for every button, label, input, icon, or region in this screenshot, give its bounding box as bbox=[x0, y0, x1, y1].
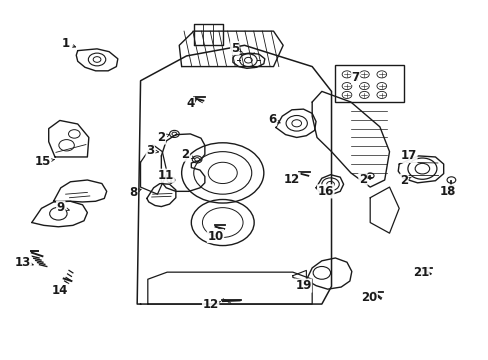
Text: 2: 2 bbox=[399, 174, 410, 187]
Text: 20: 20 bbox=[360, 291, 377, 304]
Text: 2: 2 bbox=[157, 131, 169, 144]
Text: 19: 19 bbox=[295, 279, 311, 292]
Text: 5: 5 bbox=[230, 42, 242, 55]
Text: 7: 7 bbox=[351, 71, 359, 85]
Text: 6: 6 bbox=[268, 113, 280, 126]
Text: 4: 4 bbox=[186, 97, 196, 110]
Text: 9: 9 bbox=[57, 201, 69, 214]
Text: 16: 16 bbox=[317, 185, 333, 198]
Bar bbox=[335, 65, 403, 102]
Text: 8: 8 bbox=[129, 186, 141, 199]
Text: 12: 12 bbox=[202, 298, 220, 311]
Text: 3: 3 bbox=[146, 144, 158, 157]
Text: 15: 15 bbox=[34, 155, 54, 168]
Text: 10: 10 bbox=[207, 230, 223, 243]
Text: 13: 13 bbox=[15, 256, 33, 269]
Text: 2: 2 bbox=[358, 173, 369, 186]
Text: 14: 14 bbox=[52, 284, 68, 297]
Text: 11: 11 bbox=[158, 169, 174, 182]
Text: 21: 21 bbox=[412, 266, 428, 279]
Text: 18: 18 bbox=[438, 185, 455, 198]
Text: 1: 1 bbox=[61, 37, 76, 50]
Text: 12: 12 bbox=[283, 173, 300, 186]
Text: 2: 2 bbox=[181, 148, 194, 161]
Text: 17: 17 bbox=[400, 149, 416, 162]
